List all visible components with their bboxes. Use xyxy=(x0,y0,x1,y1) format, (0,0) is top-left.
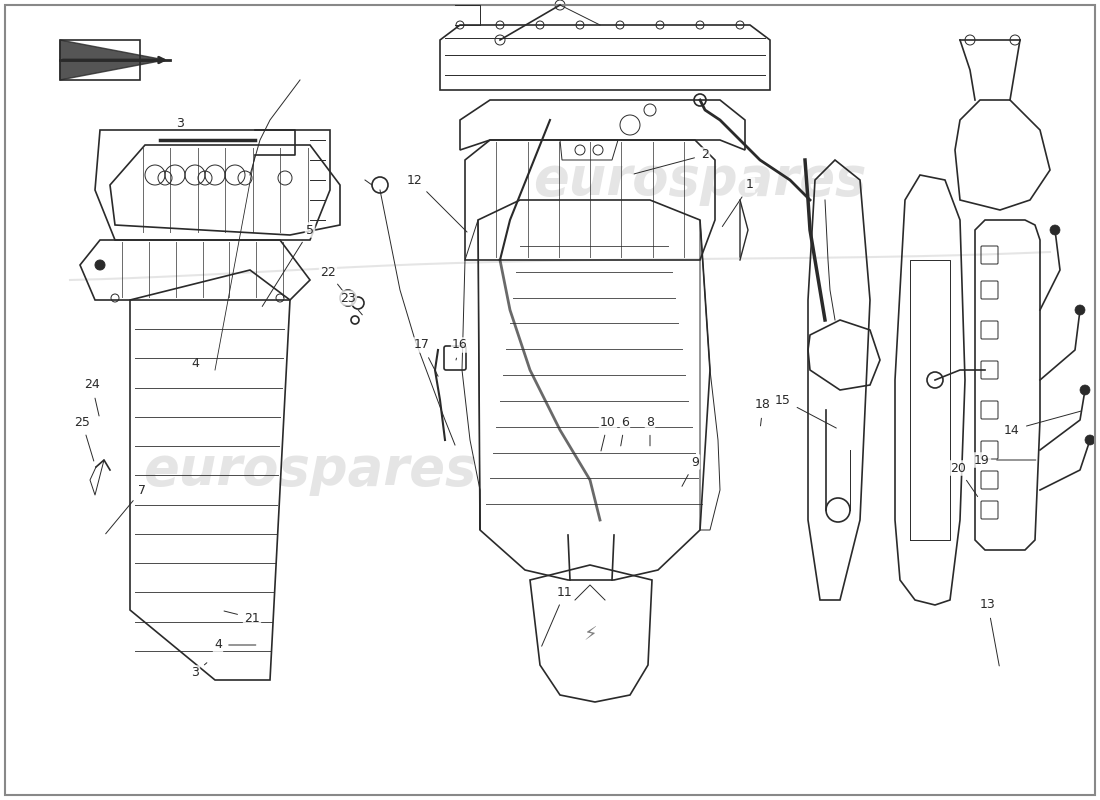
Text: 2: 2 xyxy=(634,149,708,174)
Circle shape xyxy=(1075,305,1085,315)
Text: 12: 12 xyxy=(407,174,468,232)
Circle shape xyxy=(1050,225,1060,235)
Text: 17: 17 xyxy=(414,338,438,376)
Text: 24: 24 xyxy=(84,378,100,416)
Text: 5: 5 xyxy=(262,223,314,306)
Text: 4: 4 xyxy=(214,638,256,651)
Text: 9: 9 xyxy=(682,455,698,486)
Text: 3: 3 xyxy=(191,662,207,679)
Text: 1: 1 xyxy=(723,178,754,226)
Circle shape xyxy=(1080,385,1090,395)
Text: 11: 11 xyxy=(541,586,573,646)
Circle shape xyxy=(1085,435,1094,445)
Text: eurospares: eurospares xyxy=(143,444,476,496)
Text: 3: 3 xyxy=(176,117,184,130)
Text: 20: 20 xyxy=(950,462,978,497)
Text: 4: 4 xyxy=(191,357,199,370)
Text: ⚡: ⚡ xyxy=(583,626,597,645)
Text: 14: 14 xyxy=(1004,411,1081,437)
Text: 22: 22 xyxy=(320,266,348,297)
Text: 15: 15 xyxy=(776,394,836,428)
Text: 21: 21 xyxy=(224,611,260,625)
Text: 7: 7 xyxy=(106,483,146,534)
Text: 18: 18 xyxy=(755,398,771,426)
Text: 23: 23 xyxy=(340,291,362,315)
Text: 13: 13 xyxy=(980,598,999,666)
Text: 19: 19 xyxy=(975,454,1036,466)
Text: 6: 6 xyxy=(620,415,629,446)
Text: 10: 10 xyxy=(601,415,616,451)
Text: 16: 16 xyxy=(452,338,468,360)
Text: 25: 25 xyxy=(74,415,94,461)
Text: 8: 8 xyxy=(646,415,654,446)
Polygon shape xyxy=(60,40,165,80)
Text: eurospares: eurospares xyxy=(534,154,867,206)
Circle shape xyxy=(95,260,104,270)
